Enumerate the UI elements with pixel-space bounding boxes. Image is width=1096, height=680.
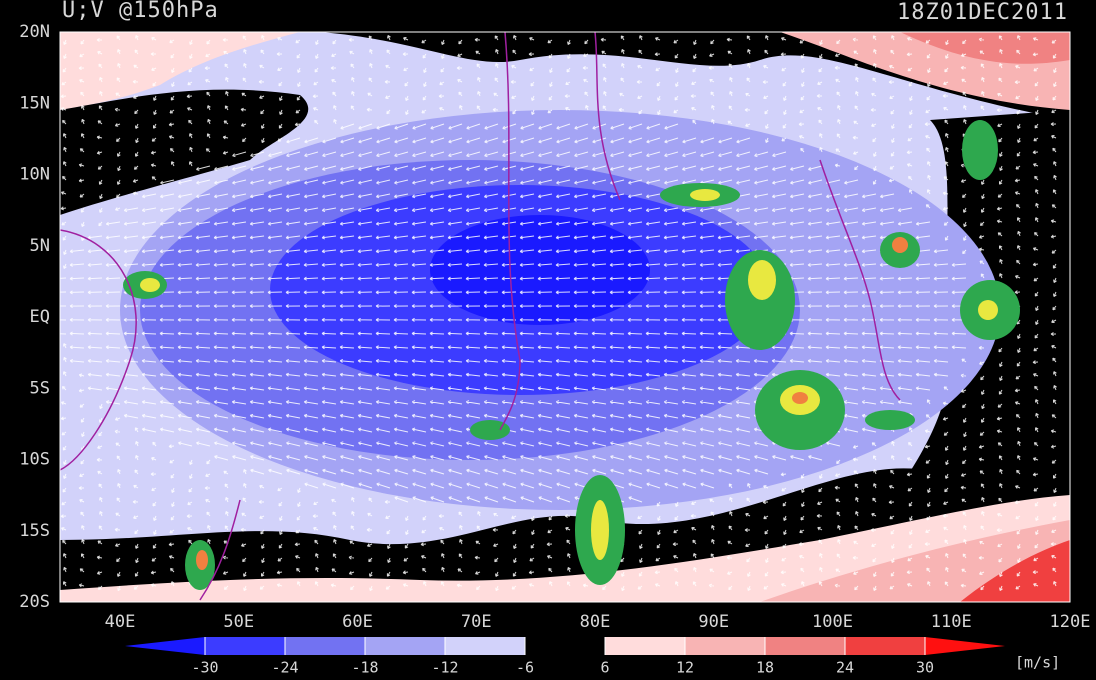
map-frame (59, 31, 1071, 603)
colorbar-bin (685, 637, 765, 655)
colorbar-tick-label: -6 (516, 659, 534, 677)
colorbar-bin (365, 637, 445, 655)
lon-label: 60E (342, 612, 373, 632)
colorbar-tick-label: 12 (676, 659, 694, 677)
colorbar-tick-label: -12 (431, 659, 458, 677)
field-black-nw (60, 89, 309, 215)
lat-label: 20S (19, 592, 50, 612)
axis-labels: 20N 15N 10N 5N EQ 5S 10S 15S 20S 40E 50E 60E 70E 80E 9… (19, 22, 1090, 632)
lat-label: 10S (19, 450, 50, 470)
lat-label: 20N (19, 22, 50, 42)
colorbar-tick-label: 30 (916, 659, 934, 677)
wind-field (60, 32, 1070, 602)
colorbar-bin (445, 637, 525, 655)
colorbar-bin (765, 637, 845, 655)
colorbar-low-arrow (125, 637, 205, 655)
lon-label: 40E (105, 612, 136, 632)
lon-label: 80E (580, 612, 611, 632)
lon-label: 50E (223, 612, 254, 632)
lat-label: 10N (19, 165, 50, 185)
colorbar-tick-label: 6 (600, 659, 609, 677)
lon-label: 90E (698, 612, 729, 632)
colorbar-tick-label: 18 (756, 659, 774, 677)
colorbar-unit: [m/s] (1015, 654, 1060, 672)
colorbar-bin (605, 637, 685, 655)
lon-label: 110E (931, 612, 972, 632)
colorbar-high-arrow (925, 637, 1005, 655)
precipitation (123, 120, 1020, 590)
colorbar-bin (205, 637, 285, 655)
map-time: 18Z01DEC2011 (897, 0, 1068, 25)
lat-label: 5N (30, 236, 50, 256)
field-red-s (960, 540, 1070, 602)
field-contour-30 (430, 215, 650, 325)
field-pink-s (60, 495, 1070, 602)
colorbar: -30 -24 -18 -12 -6 6 12 18 24 30 (125, 637, 1005, 677)
colorbar-tick-label: 24 (836, 659, 854, 677)
field-red-ne (900, 32, 1070, 64)
colorbar-tick-label: -24 (271, 659, 298, 677)
colorbar-bin (845, 637, 925, 655)
lat-label: 5S (30, 378, 50, 398)
lat-label: EQ (30, 307, 50, 327)
lon-label: 120E (1050, 612, 1091, 632)
lon-label: 70E (461, 612, 492, 632)
lon-label: 100E (812, 612, 853, 632)
colorbar-bin (525, 637, 605, 655)
colorbar-tick-label: -30 (191, 659, 218, 677)
map-title: U;V @150hPa (62, 0, 219, 23)
lat-label: 15N (19, 93, 50, 113)
coastlines (60, 32, 901, 601)
colorbar-tick-label: -18 (351, 659, 378, 677)
lat-label: 15S (19, 521, 50, 541)
colorbar-bin (285, 637, 365, 655)
